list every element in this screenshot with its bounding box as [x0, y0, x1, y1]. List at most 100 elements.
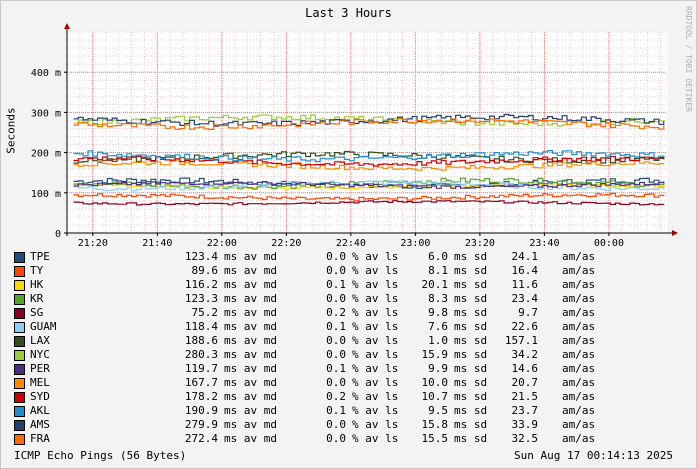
legend-unit: ms sd — [454, 432, 488, 445]
legend-am-as: am/as — [562, 320, 596, 333]
legend-am-as: am/as — [562, 292, 596, 305]
legend-swatch — [14, 350, 25, 361]
legend-sd-ms: 157.1 — [504, 334, 538, 347]
legend-name: PER — [30, 362, 50, 375]
legend-sd-ms: 32.5 — [511, 432, 539, 445]
legend-swatch — [14, 378, 25, 389]
legend-unit: ms av md — [224, 390, 277, 403]
legend-am-as: am/as — [562, 376, 596, 389]
legend-name: LAX — [30, 334, 50, 347]
legend-unit: ms av md — [224, 432, 277, 445]
legend-unit: % av ls — [352, 418, 399, 431]
legend-am-as: am/as — [562, 362, 596, 375]
legend-loss-pct: 0.0 — [326, 348, 346, 361]
legend-name: TY — [30, 264, 44, 277]
legend-name: SG — [30, 306, 44, 319]
legend-loss-pct: 0.1 — [326, 278, 346, 291]
legend-median-ms: 188.6 — [184, 334, 218, 347]
legend-am-as: am/as — [562, 404, 596, 417]
legend-name: GUAM — [30, 320, 57, 333]
legend-loss-sd: 9.8 — [428, 306, 448, 319]
legend-unit: ms sd — [454, 264, 488, 277]
legend-loss-pct: 0.1 — [326, 362, 346, 375]
legend-unit: ms sd — [454, 418, 488, 431]
legend-median-ms: 119.7 — [184, 362, 218, 375]
legend-unit: ms sd — [454, 320, 488, 333]
watermark: RRDTOOL / TOBI OETIKER — [684, 6, 693, 112]
legend-swatch — [14, 308, 25, 319]
legend-loss-sd: 6.0 — [428, 250, 448, 263]
legend-loss-sd: 10.7 — [421, 390, 449, 403]
legend-unit: ms av md — [224, 278, 277, 291]
legend-loss-pct: 0.0 — [326, 376, 346, 389]
series-line-akl — [73, 150, 665, 163]
legend-unit: ms sd — [454, 250, 488, 263]
legend-loss-sd: 8.1 — [428, 264, 448, 277]
legend-unit: ms av md — [224, 334, 277, 347]
legend-sd-ms: 11.6 — [511, 278, 539, 291]
x-tick-label: 21:20 — [78, 238, 108, 249]
x-tick-label: 23:40 — [529, 238, 559, 249]
legend-swatch — [14, 266, 25, 277]
legend-loss-pct: 0.1 — [326, 404, 346, 417]
legend-am-as: am/as — [562, 418, 596, 431]
footer-left: ICMP Echo Pings (56 Bytes) — [14, 449, 187, 462]
legend-am-as: am/as — [562, 432, 596, 445]
y-tick-label: 100 m — [31, 189, 61, 200]
legend-unit: ms av md — [224, 362, 277, 375]
legend-unit: % av ls — [352, 390, 399, 403]
legend-loss-sd: 20.1 — [421, 278, 449, 291]
legend-swatch — [14, 406, 25, 417]
legend-unit: ms av md — [224, 306, 277, 319]
legend-unit: % av ls — [352, 348, 399, 361]
legend-unit: ms av md — [224, 404, 277, 417]
legend-name: AMS — [30, 418, 50, 431]
legend-loss-pct: 0.0 — [326, 264, 346, 277]
legend-sd-ms: 16.4 — [511, 264, 539, 277]
legend-unit: % av ls — [352, 376, 399, 389]
legend-unit: ms av md — [224, 320, 277, 333]
series-line-kr — [73, 177, 665, 190]
legend-name: TPE — [30, 250, 50, 263]
y-tick-label: 200 m — [31, 149, 61, 160]
legend-swatch — [14, 420, 25, 431]
legend-name: MEL — [30, 376, 50, 389]
legend-loss-sd: 9.5 — [428, 404, 448, 417]
legend-median-ms: 190.9 — [184, 404, 218, 417]
legend-loss-sd: 15.5 — [421, 432, 449, 445]
legend-sd-ms: 23.7 — [511, 404, 539, 417]
legend-loss-pct: 0.2 — [326, 306, 346, 319]
legend-unit: ms av md — [224, 264, 277, 277]
y-tick-label: 400 m — [31, 68, 61, 79]
legend-loss-sd: 15.8 — [421, 418, 449, 431]
legend-name: FRA — [30, 432, 50, 445]
legend-unit: ms sd — [454, 292, 488, 305]
legend-swatch — [14, 392, 25, 403]
x-tick-label: 23:00 — [400, 238, 430, 249]
legend-sd-ms: 34.2 — [511, 348, 539, 361]
legend-loss-sd: 15.9 — [421, 348, 449, 361]
legend-unit: ms sd — [454, 306, 488, 319]
legend-unit: % av ls — [352, 292, 399, 305]
legend-swatch — [14, 252, 25, 263]
series-line-fra — [73, 117, 665, 130]
y-tick-label: 300 m — [31, 108, 61, 119]
legend-unit: ms sd — [454, 278, 488, 291]
legend-swatch — [14, 322, 25, 333]
legend-swatch — [14, 294, 25, 305]
legend-sd-ms: 21.5 — [511, 390, 539, 403]
x-tick-label: 00:00 — [594, 238, 624, 249]
legend-loss-sd: 1.0 — [428, 334, 448, 347]
legend-unit: ms av md — [224, 376, 277, 389]
axes — [64, 23, 678, 236]
series-line-ams — [73, 113, 665, 127]
x-tick-label: 22:00 — [207, 238, 237, 249]
legend-name: HK — [30, 278, 44, 291]
legend-median-ms: 279.9 — [184, 418, 218, 431]
legend-loss-sd: 8.3 — [428, 292, 448, 305]
legend-sd-ms: 33.9 — [511, 418, 539, 431]
legend-unit: ms av md — [224, 292, 277, 305]
series-line-syd — [73, 155, 665, 167]
legend-name: AKL — [30, 404, 50, 417]
x-axis-arrow — [672, 230, 678, 236]
